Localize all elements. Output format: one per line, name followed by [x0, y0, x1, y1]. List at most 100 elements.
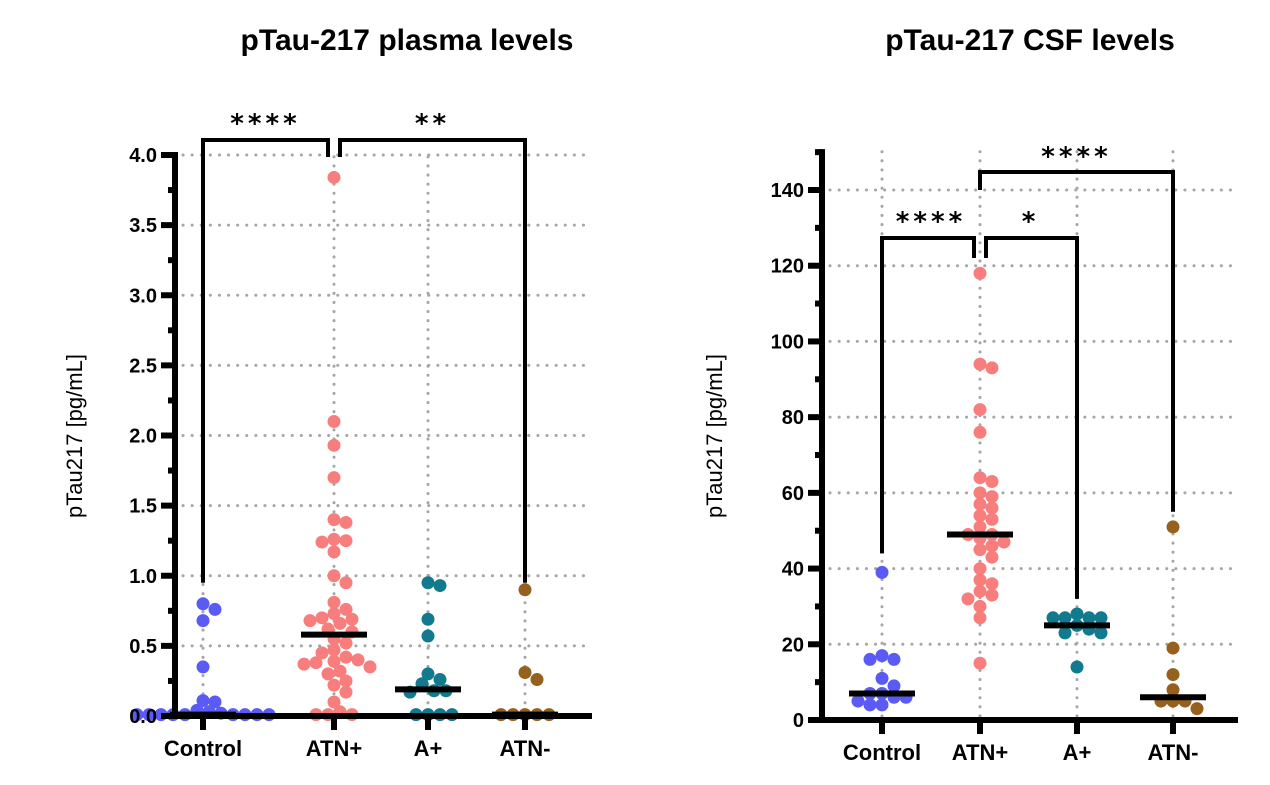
- data-point-atnpos: [339, 534, 353, 548]
- data-point-atnpos: [327, 678, 341, 692]
- y-tick-label: 100: [771, 331, 804, 353]
- y-tick-label: 20: [782, 634, 804, 656]
- data-point-atnpos: [985, 588, 999, 602]
- data-point-atnpos: [327, 643, 341, 657]
- data-point-atnpos: [973, 562, 987, 576]
- csf-y-axis-title: pTau217 [pg/mL]: [702, 354, 727, 518]
- data-point-atnpos: [309, 656, 323, 670]
- data-point-atnpos: [327, 438, 341, 452]
- y-tick-label: 2.5: [129, 355, 157, 377]
- data-point-atnpos: [973, 497, 987, 511]
- data-point-atnpos: [985, 490, 999, 504]
- x-category-label: A+: [414, 736, 443, 761]
- data-point-atnneg: [518, 583, 532, 597]
- data-point-atnpos: [973, 584, 987, 598]
- data-point-atnpos: [973, 509, 987, 523]
- significance-bracket: [338, 138, 527, 583]
- data-point-apos: [1058, 626, 1072, 640]
- data-point-control: [142, 708, 156, 722]
- data-point-control: [851, 694, 865, 708]
- y-tick-label: 4.0: [129, 145, 157, 167]
- data-point-atnneg: [518, 666, 532, 680]
- data-point-atnpos: [327, 569, 341, 583]
- data-point-atnpos: [973, 599, 987, 613]
- data-point-apos: [1082, 611, 1096, 625]
- data-point-apos: [1070, 607, 1084, 621]
- plasma-axes: [161, 152, 592, 730]
- data-point-atnpos: [961, 592, 975, 606]
- data-point-atnpos: [339, 515, 353, 529]
- data-point-control: [208, 695, 222, 709]
- data-point-atnpos: [985, 550, 999, 564]
- data-point-atnpos: [985, 512, 999, 526]
- data-point-atnpos: [327, 471, 341, 485]
- data-point-atnpos: [985, 475, 999, 488]
- y-tick-label: 1.0: [129, 566, 157, 588]
- data-point-atnpos: [339, 602, 353, 616]
- significance-label: ****: [230, 109, 300, 139]
- data-point-atnpos: [327, 595, 341, 609]
- data-point-atnpos: [973, 266, 987, 280]
- y-tick-label: 60: [782, 483, 804, 505]
- y-tick-label: 0.5: [129, 636, 157, 658]
- data-point-atnpos: [333, 664, 347, 678]
- y-tick-label: 2.0: [129, 426, 157, 448]
- data-point-atnpos: [973, 403, 987, 417]
- data-point-atnpos: [339, 674, 353, 688]
- significance-label: **: [415, 109, 450, 139]
- data-point-atnpos: [997, 535, 1011, 549]
- data-point-atnpos: [339, 650, 353, 664]
- data-point-atnpos: [345, 612, 359, 626]
- significance-label: ****: [896, 207, 966, 237]
- csf-chart: pTau-217 CSF levels pTau217 [pg/mL] ****…: [702, 24, 1240, 765]
- data-point-atnpos: [985, 501, 999, 515]
- csf-labels: 0 20 40 60 80 100 120 140 Control ATN+ A+ ATN-: [771, 180, 1199, 765]
- data-point-atnpos: [973, 656, 987, 670]
- plasma-significance-brackets: **** **: [201, 109, 527, 583]
- data-point-control: [208, 602, 222, 616]
- data-point-atnpos: [973, 543, 987, 557]
- data-point-apos: [433, 579, 447, 593]
- data-point-atnpos: [973, 425, 987, 439]
- data-point-atnpos: [973, 357, 987, 371]
- data-point-atnpos: [327, 607, 341, 621]
- data-point-control: [196, 694, 210, 708]
- data-point-apos: [421, 629, 435, 643]
- data-point-atnpos: [973, 520, 987, 534]
- csf-medians: [849, 531, 1206, 701]
- plasma-y-axis-title: pTau217 [pg/mL]: [62, 354, 87, 518]
- data-point-control: [875, 671, 889, 685]
- significance-bracket: [201, 138, 330, 583]
- data-point-atnneg: [1166, 641, 1180, 655]
- data-point-apos: [421, 667, 435, 681]
- plasma-points: [130, 170, 556, 722]
- data-point-atnpos: [327, 695, 341, 709]
- plasma-chart: pTau-217 plasma levels pTau217 [pg/mL] *…: [62, 24, 594, 761]
- data-point-atnpos: [321, 667, 335, 681]
- data-point-atnpos: [315, 611, 329, 625]
- significance-bracket: [880, 236, 976, 554]
- data-point-control: [196, 597, 210, 611]
- y-tick-label: 0: [793, 710, 804, 732]
- y-tick-label: 1.5: [129, 496, 157, 518]
- data-point-atnpos: [297, 657, 311, 671]
- y-tick-label: 40: [782, 559, 804, 581]
- data-point-atnneg: [1166, 668, 1180, 682]
- significance-bracket: [984, 236, 1079, 599]
- y-tick-label: 140: [771, 180, 804, 202]
- data-point-control: [863, 652, 877, 666]
- data-point-atnneg: [530, 673, 544, 687]
- data-point-atnpos: [973, 486, 987, 500]
- x-category-label: A+: [1063, 740, 1092, 765]
- significance-label: ****: [1041, 142, 1111, 172]
- x-category-label: Control: [164, 736, 242, 761]
- significance-bracket: [978, 170, 1175, 512]
- y-tick-label: 0.0: [129, 706, 157, 728]
- data-point-atnpos: [327, 170, 341, 184]
- data-point-atnpos: [327, 513, 341, 527]
- data-point-atnpos: [339, 576, 353, 590]
- data-point-atnneg: [1190, 702, 1204, 716]
- y-tick-label: 3.0: [129, 285, 157, 307]
- data-point-atnpos: [327, 414, 341, 428]
